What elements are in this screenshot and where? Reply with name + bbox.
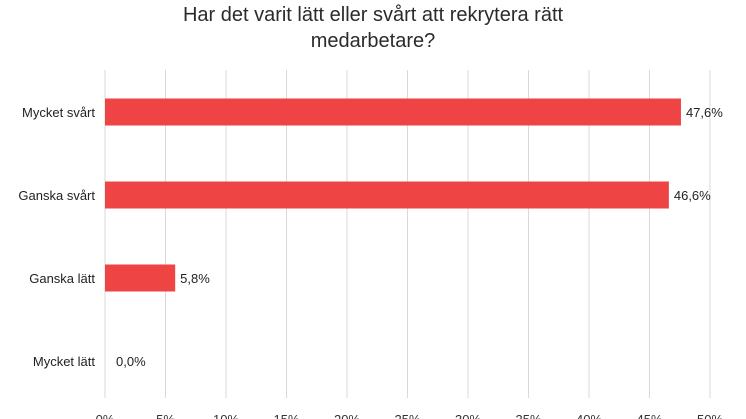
chart-title-line-2: medarbetare?	[310, 30, 436, 52]
x-tick-label: 45%	[636, 412, 662, 419]
category-label: Ganska lätt	[29, 271, 95, 286]
x-tick-label: 15%	[273, 412, 299, 419]
x-tick-label: 40%	[576, 412, 602, 419]
x-tick-label: 20%	[334, 412, 360, 419]
bar	[105, 98, 681, 126]
x-tick-label: 10%	[213, 412, 239, 419]
chart-title-line-1: Har det varit lätt eller svårt att rekry…	[182, 4, 564, 26]
category-label: Ganska svårt	[18, 188, 95, 203]
x-tick-label: 25%	[394, 412, 420, 419]
data-label: 0,0%	[116, 354, 146, 369]
category-label: Mycket lätt	[33, 354, 96, 369]
data-label: 46,6%	[674, 188, 711, 203]
chart-title: Har det varit lätt eller svårt att rekry…	[0, 2, 746, 54]
x-tick-label: 0%	[96, 412, 115, 419]
category-label: Mycket svårt	[22, 105, 95, 120]
bar	[105, 181, 669, 209]
x-tick-label: 30%	[455, 412, 481, 419]
x-tick-label: 50%	[697, 412, 723, 419]
x-tick-label: 35%	[515, 412, 541, 419]
data-label: 47,6%	[686, 105, 723, 120]
x-tick-label: 5%	[156, 412, 175, 419]
data-label: 5,8%	[180, 271, 210, 286]
bar	[105, 264, 176, 292]
